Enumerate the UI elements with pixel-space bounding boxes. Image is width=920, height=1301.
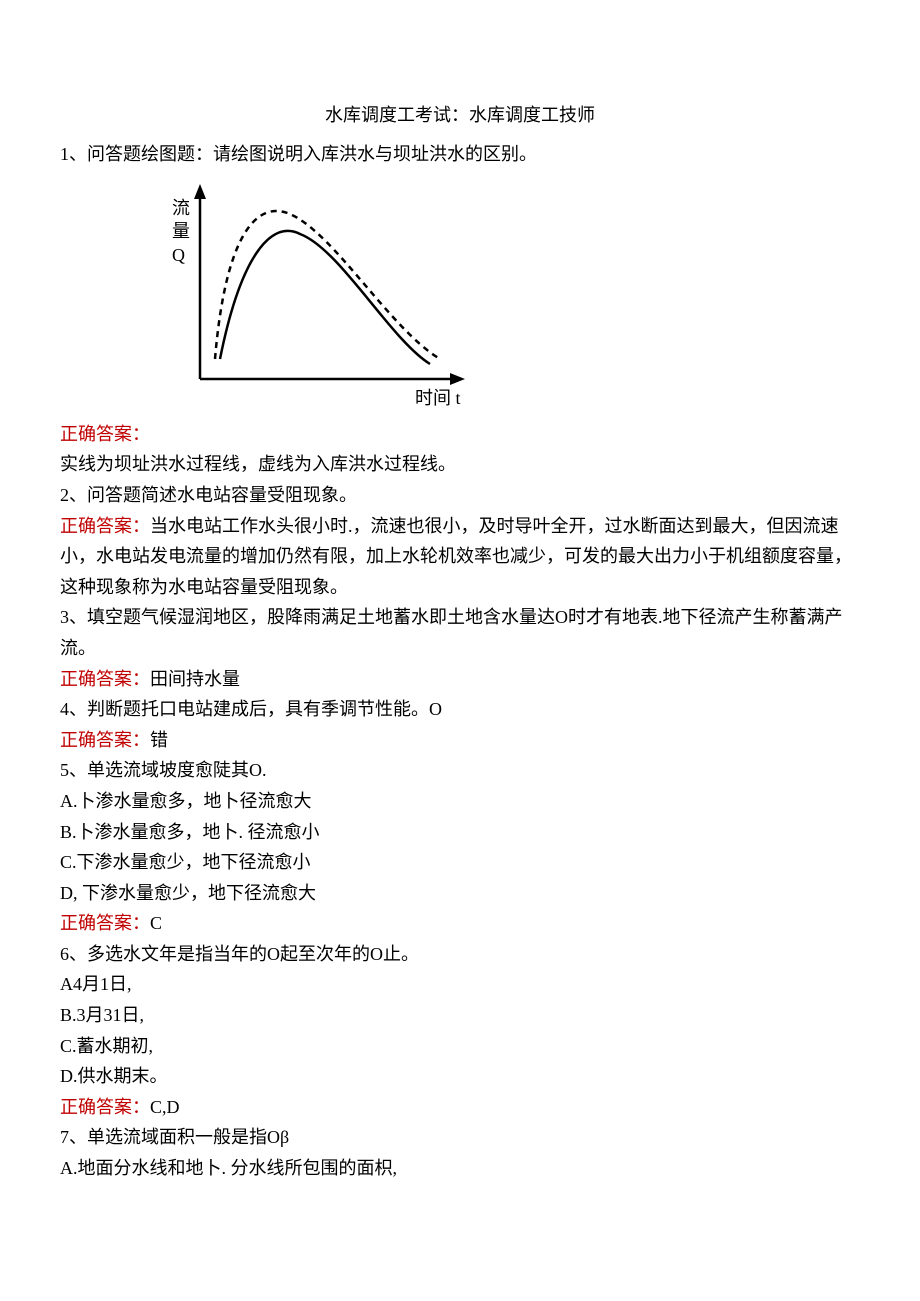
y-label-3: Q xyxy=(172,245,185,265)
q3-answer-text: 田间持水量 xyxy=(150,669,240,689)
y-label-2: 量 xyxy=(172,221,190,241)
flood-chart: 流 量 Q 时间 t xyxy=(160,179,860,419)
page-title: 水库调度工考试：水库调度工技师 xyxy=(60,100,860,131)
q3-text: 3、填空题气候湿润地区，股降雨满足土地蓄水即土地含水量达O时才有地表.地下径流产… xyxy=(60,602,860,663)
q6-text: 6、多选水文年是指当年的O起至次年的O止。 xyxy=(60,939,860,970)
q4-answer-label: 正确答案： xyxy=(60,730,150,750)
q2-answer-text: 当水电站工作水头很小时.，流速也很小，及时导叶全开，过水断面达到最大，但因流速小… xyxy=(60,516,852,597)
q4-text: 4、判断题托口电站建成后，具有季调节性能。O xyxy=(60,694,860,725)
dashed-curve xyxy=(215,211,440,359)
y-label-1: 流 xyxy=(172,198,190,218)
q2-answer-label: 正确答案： xyxy=(60,516,150,536)
q5-answer-text: C xyxy=(150,913,162,933)
q1-answer-text: 实线为坝址洪水过程线，虚线为入库洪水过程线。 xyxy=(60,449,860,480)
q5-text: 5、单选流域坡度愈陡其O. xyxy=(60,755,860,786)
q5-option-d: D, 下渗水量愈少，地下径流愈大 xyxy=(60,878,860,909)
q6-option-b: B.3月31日, xyxy=(60,1000,860,1031)
solid-curve xyxy=(220,231,430,364)
q1-answer-label: 正确答案： xyxy=(60,424,150,444)
q6-option-a: A4月1日, xyxy=(60,969,860,1000)
q6-answer-label: 正确答案： xyxy=(60,1097,150,1117)
q5-answer-label: 正确答案： xyxy=(60,913,150,933)
q6-option-d: D.供水期末。 xyxy=(60,1061,860,1092)
q6-option-c: C.蓄水期初, xyxy=(60,1031,860,1062)
q7-option-a: A.地面分水线和地卜. 分水线所包围的面枳, xyxy=(60,1153,860,1184)
q5-option-b: B.卜渗水量愈多，地卜. 径流愈小 xyxy=(60,817,860,848)
q1-text: 1、问答题绘图题：请绘图说明入库洪水与坝址洪水的区别。 xyxy=(60,139,860,170)
x-label: 时间 t xyxy=(415,388,461,408)
q2-text: 2、问答题简述水电站容量受阻现象。 xyxy=(60,480,860,511)
q3-answer-label: 正确答案： xyxy=(60,669,150,689)
q5-option-a: A.卜渗水量愈多，地卜径流愈大 xyxy=(60,786,860,817)
q5-option-c: C.下渗水量愈少，地下径流愈小 xyxy=(60,847,860,878)
q7-text: 7、单选流域面积一般是指Oβ xyxy=(60,1122,860,1153)
q6-answer-text: C,D xyxy=(150,1097,180,1117)
q4-answer-text: 错 xyxy=(150,730,168,750)
